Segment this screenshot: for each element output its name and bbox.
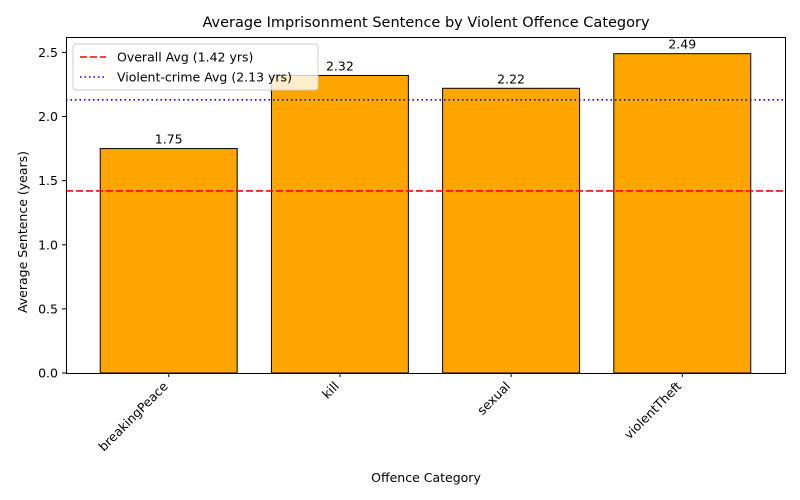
bar-sexual <box>442 87 581 374</box>
y-tick-label: 0.5 <box>38 301 58 316</box>
y-axis-ticks: 0.0 0.5 1.0 1.5 2.0 2.5 <box>38 45 66 381</box>
legend-label-1: Violent-crime Avg (2.13 yrs) <box>117 70 292 85</box>
bar-value-labels: 1.75 2.32 2.22 2.49 <box>155 37 696 147</box>
plot-frame <box>66 37 786 374</box>
bar-breakingPeace <box>99 148 238 374</box>
bar-value-label-violentTheft: 2.49 <box>668 37 696 52</box>
bar-violentTheft <box>613 53 752 374</box>
bar-value-label-kill: 2.32 <box>326 58 354 73</box>
bar-value-label-sexual: 2.22 <box>497 71 525 86</box>
y-axis-label: Average Sentence (years) <box>15 151 30 313</box>
bar-kill <box>270 74 409 374</box>
y-tick-label: 1.5 <box>38 173 58 188</box>
legend-box <box>72 43 319 91</box>
y-tick-label: 2.5 <box>38 45 58 60</box>
y-tick-label: 0.0 <box>38 366 58 381</box>
y-tick-label: 1.0 <box>38 237 58 252</box>
x-axis-label: Offence Category <box>371 470 481 485</box>
bar-value-label-breakingPeace: 1.75 <box>155 132 183 147</box>
reference-lines <box>66 99 785 192</box>
y-tick-label: 2.0 <box>38 109 58 124</box>
legend-items: Overall Avg (1.42 yrs) Violent-crime Avg … <box>80 50 292 85</box>
legend: Overall Avg (1.42 yrs) Violent-crime Avg … <box>72 43 319 91</box>
chart-title: Average Imprisonment Sentence by Violent… <box>202 15 650 31</box>
bars-layer <box>99 53 752 374</box>
legend-label-0: Overall Avg (1.42 yrs) <box>117 50 253 65</box>
